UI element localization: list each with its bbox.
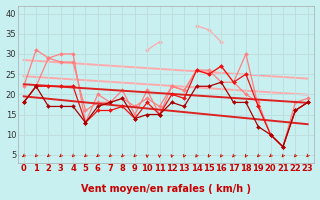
X-axis label: Vent moyen/en rafales ( km/h ): Vent moyen/en rafales ( km/h )	[81, 184, 251, 194]
